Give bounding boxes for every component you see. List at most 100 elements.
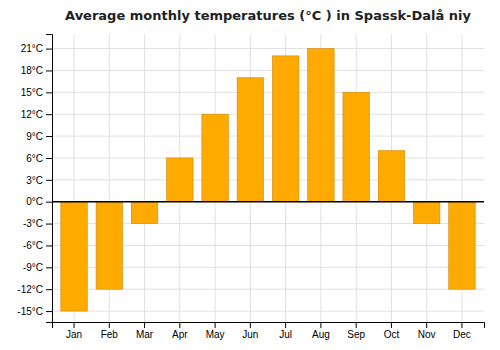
y-tick-mark [46, 158, 52, 159]
y-tick-label: -15°C [17, 306, 43, 317]
y-tick-label: 6°C [26, 153, 43, 164]
bar [272, 56, 298, 202]
x-axis: Jan Feb Mar Apr May Jun Jul Aug Sep Oct Nov Dec [53, 322, 485, 340]
x-tick-mark [250, 322, 251, 328]
bar [96, 202, 122, 289]
x-tick-label: Jul [279, 329, 292, 340]
y-grid-line [52, 92, 484, 93]
x-tick-mark [285, 322, 286, 328]
x-tick: May [206, 322, 225, 340]
bar [202, 114, 228, 201]
y-tick-mark [46, 180, 52, 181]
plot-area: -15°C-12°C-9°C-6°C-3°C0°C3°C6°C9°C12°C15… [17, 34, 484, 340]
x-tick: Feb [101, 322, 119, 340]
y-grid-line [52, 311, 484, 312]
x-tick-mark [144, 322, 145, 328]
y-grid-line [52, 114, 484, 115]
x-tick-mark [356, 322, 357, 328]
y-tick: -15°C [17, 306, 52, 317]
y-tick: 0°C [26, 196, 52, 207]
x-tick-mark [391, 322, 392, 328]
y-tick-mark [46, 202, 52, 203]
x-axis-line [53, 323, 485, 329]
x-tick-mark [74, 322, 75, 328]
x-tick-label: Sep [347, 329, 365, 340]
y-grid-line [52, 48, 484, 49]
x-tick-label: Mar [136, 329, 154, 340]
y-tick-mark [46, 311, 52, 312]
x-tick-label: Jan [66, 329, 82, 340]
x-tick-mark [215, 322, 216, 328]
y-tick-mark [46, 70, 52, 71]
y-grid-line [52, 70, 484, 71]
y-tick-label: 12°C [21, 109, 43, 120]
chart-container: -15°C-12°C-9°C-6°C-3°C0°C3°C6°C9°C12°C15… [0, 0, 500, 350]
x-tick: Nov [418, 322, 436, 340]
y-tick-label: 21°C [21, 43, 43, 54]
y-tick-mark [46, 136, 52, 137]
x-tick-mark [179, 322, 180, 328]
y-tick-label: 0°C [26, 196, 43, 207]
bar [131, 202, 157, 224]
y-grid-line [52, 179, 484, 180]
bar [449, 202, 475, 289]
y-tick-mark [46, 289, 52, 290]
y-tick: -12°C [17, 284, 52, 295]
x-tick: Apr [172, 322, 188, 340]
y-tick-mark [46, 114, 52, 115]
y-tick: 12°C [21, 109, 52, 120]
x-tick: Sep [347, 322, 365, 340]
y-tick: 15°C [21, 87, 52, 98]
x-tick-mark [109, 322, 110, 328]
y-tick-label: -3°C [23, 218, 43, 229]
bar [413, 202, 439, 224]
y-tick-mark [46, 224, 52, 225]
x-tick-label: Aug [312, 329, 330, 340]
x-grid-line [426, 34, 427, 322]
x-tick: Aug [312, 322, 330, 340]
x-tick: Mar [136, 322, 154, 340]
y-grid-line [52, 136, 484, 137]
x-tick-mark [426, 322, 427, 328]
x-tick: Jan [66, 322, 82, 340]
x-tick-label: Dec [453, 329, 471, 340]
y-tick-mark [46, 92, 52, 93]
y-axis: -15°C-12°C-9°C-6°C-3°C0°C3°C6°C9°C12°C15… [17, 35, 52, 323]
title: Average monthly temperatures (°C ) in Sp… [65, 8, 471, 23]
x-tick: Jul [279, 322, 292, 340]
y-grid-line [52, 157, 484, 158]
y-grid-line [52, 201, 484, 202]
y-tick: 6°C [26, 153, 52, 164]
x-tick-label: May [206, 329, 225, 340]
y-tick: -6°C [23, 240, 52, 251]
bar [167, 158, 193, 202]
x-tick-label: Nov [418, 329, 436, 340]
y-tick: -3°C [23, 218, 52, 229]
y-tick: 18°C [21, 65, 52, 76]
y-tick-mark [46, 267, 52, 268]
y-tick-label: 9°C [26, 131, 43, 142]
y-tick: 3°C [26, 175, 52, 186]
x-tick-label: Feb [101, 329, 119, 340]
y-tick-label: -6°C [23, 240, 43, 251]
y-tick-label: 18°C [21, 65, 43, 76]
x-grid-line [144, 34, 145, 322]
x-tick-label: Oct [384, 329, 400, 340]
y-tick: 9°C [26, 131, 52, 142]
zero-line [52, 201, 484, 203]
bar [378, 151, 404, 202]
grid [52, 34, 484, 322]
x-tick-mark [461, 322, 462, 328]
x-tick-mark [320, 322, 321, 328]
bar [308, 49, 334, 202]
bar [343, 92, 369, 201]
x-tick-label: Jun [242, 329, 258, 340]
chart-svg: -15°C-12°C-9°C-6°C-3°C0°C3°C6°C9°C12°C15… [0, 0, 500, 350]
y-tick-mark [46, 49, 52, 50]
y-tick-mark [46, 245, 52, 246]
x-tick: Jun [242, 322, 258, 340]
x-tick: Oct [384, 322, 400, 340]
bars [61, 49, 475, 311]
y-tick: 21°C [21, 43, 52, 54]
x-tick-label: Apr [172, 329, 188, 340]
